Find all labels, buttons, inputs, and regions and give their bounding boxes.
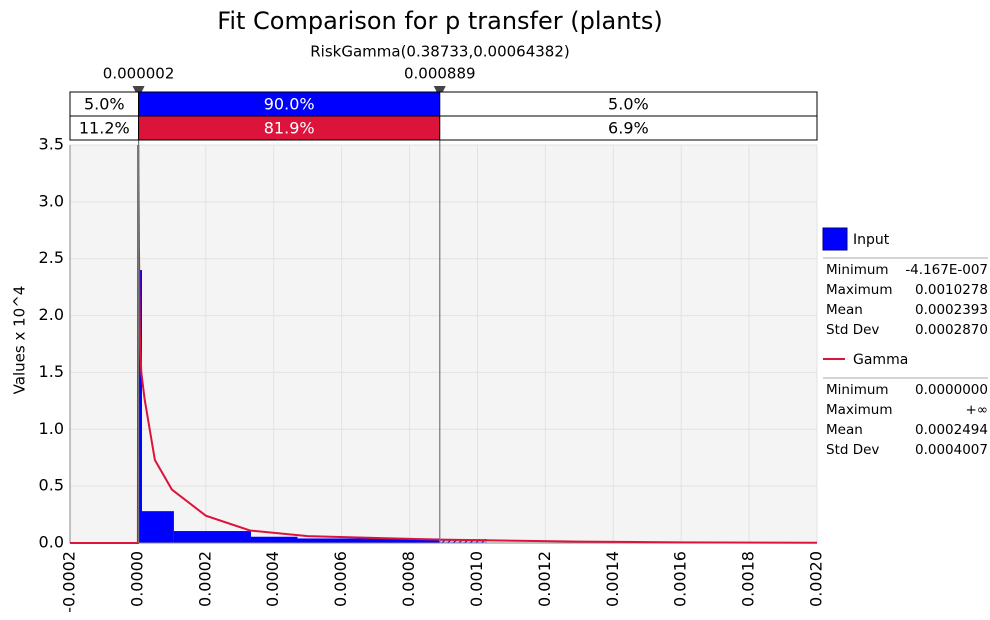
legend-stat-value: 0.0002393 bbox=[915, 302, 988, 318]
legend-stat-label: Minimum bbox=[826, 262, 889, 278]
legend-name: Input bbox=[853, 232, 890, 248]
band-label: 5.0% bbox=[84, 95, 125, 114]
legend-stat-label: Minimum bbox=[826, 382, 889, 398]
y-tick-label: 3.5 bbox=[39, 135, 64, 154]
x-tick-label: 0.0012 bbox=[535, 551, 554, 607]
delimiter-label: 0.000002 bbox=[103, 65, 175, 83]
band-segment bbox=[439, 115, 818, 141]
legend-stat-value: 0.0000000 bbox=[915, 382, 988, 398]
y-axis-label: Values x 10^4 bbox=[11, 286, 29, 395]
y-tick-label: 2.5 bbox=[39, 248, 64, 267]
x-tick-label: 0.0016 bbox=[671, 551, 690, 607]
y-tick-label: 0.0 bbox=[39, 533, 64, 552]
legend-stat-value: +∞ bbox=[965, 402, 988, 418]
histogram-bar bbox=[141, 511, 174, 543]
histogram-bar bbox=[439, 539, 487, 543]
legend-name: Gamma bbox=[853, 352, 908, 368]
legend-stat-value: 0.0004007 bbox=[915, 442, 988, 458]
legend-stat-label: Mean bbox=[826, 302, 863, 318]
band-segment bbox=[69, 91, 140, 117]
x-tick-label: 0.0002 bbox=[195, 551, 214, 607]
histogram-bar bbox=[173, 531, 251, 543]
histogram-bar bbox=[297, 538, 440, 543]
legend-stat-label: Mean bbox=[826, 422, 863, 438]
y-tick-label: 1.0 bbox=[39, 419, 64, 438]
legend-stat-label: Std Dev bbox=[826, 442, 879, 458]
y-tick-label: 3.0 bbox=[39, 191, 64, 210]
plot-area bbox=[70, 145, 817, 543]
delimiter-label: 0.000889 bbox=[404, 65, 476, 83]
band-label: 11.2% bbox=[79, 119, 130, 138]
legend-stat-value: 0.0010278 bbox=[915, 282, 988, 298]
legend-stat-label: Maximum bbox=[826, 402, 893, 418]
legend-stat-label: Std Dev bbox=[826, 322, 879, 338]
x-tick-label: 0.0008 bbox=[399, 551, 418, 607]
x-tick-label: 0.0018 bbox=[739, 551, 758, 607]
x-tick-label: 0.0014 bbox=[603, 551, 622, 607]
x-tick-label: 0.0020 bbox=[807, 551, 826, 607]
y-tick-label: 1.5 bbox=[39, 362, 64, 381]
y-tick-label: 2.0 bbox=[39, 305, 64, 324]
band-label: 81.9% bbox=[264, 119, 315, 138]
x-tick-label: 0.0010 bbox=[467, 551, 486, 607]
x-tick-label: 0.0006 bbox=[331, 551, 350, 607]
band-label: 5.0% bbox=[608, 95, 649, 114]
legend-stat-value: 0.0002494 bbox=[915, 422, 988, 438]
band-segment bbox=[138, 115, 441, 141]
histogram-bar bbox=[137, 270, 142, 543]
chart-title: Fit Comparison for p transfer (plants) bbox=[217, 7, 662, 35]
x-tick-label: 0.0004 bbox=[263, 551, 282, 607]
legend-stat-label: Maximum bbox=[826, 282, 893, 298]
legend-stat-value: 0.0002870 bbox=[915, 322, 988, 338]
histogram-bar bbox=[250, 536, 298, 543]
y-tick-label: 0.5 bbox=[39, 476, 64, 495]
legend-stat-value: -4.167E-007 bbox=[905, 262, 988, 278]
band-label: 90.0% bbox=[264, 95, 315, 114]
band-label: 6.9% bbox=[608, 119, 649, 138]
band-segment bbox=[69, 115, 140, 141]
legend-swatch bbox=[822, 227, 848, 251]
x-tick-label: 0.0000 bbox=[127, 551, 146, 607]
x-tick-label: -0.0002 bbox=[60, 551, 79, 613]
chart-subtitle: RiskGamma(0.38733,0.00064382) bbox=[310, 43, 569, 61]
